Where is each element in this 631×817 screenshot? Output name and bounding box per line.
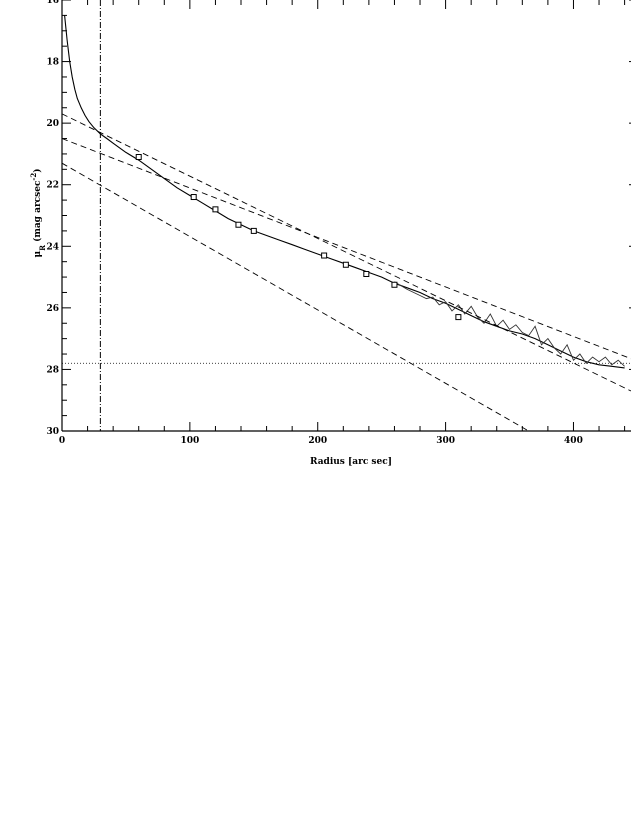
- data-marker: [212, 206, 219, 213]
- y-axis-label-sub: R: [38, 245, 47, 251]
- y-tick-label: 26: [46, 304, 59, 314]
- y-axis-label-main: μ: [33, 250, 43, 257]
- series-line-4: [61, 138, 631, 360]
- series-line-5: [61, 162, 529, 432]
- data-marker: [391, 281, 398, 288]
- ticks-group: 0 100 200 300 400 16 18 20 22 24 26 28 30: [46, 0, 631, 446]
- data-marker: [455, 314, 462, 321]
- x-tick-label: 100: [180, 436, 199, 446]
- x-tick-label: 300: [436, 436, 455, 446]
- y-tick-label: 16: [46, 0, 59, 6]
- reference-lines: [62, 0, 631, 431]
- series-line-2: [394, 281, 625, 367]
- data-marker: [135, 154, 142, 161]
- y-tick-label: 22: [46, 181, 59, 191]
- x-tick-label: 400: [564, 436, 583, 446]
- series-group: [61, 15, 631, 432]
- data-marker: [235, 221, 242, 228]
- data-marker: [342, 261, 349, 268]
- y-axis-label-rest: (mag arcsec: [32, 180, 43, 245]
- y-tick-label: 18: [46, 58, 59, 68]
- y-axis-label: μR (mag arcsec-2): [29, 169, 47, 258]
- axes: [61, 0, 631, 432]
- y-axis-label-close: ): [32, 169, 43, 173]
- data-marker: [321, 252, 328, 259]
- x-tick-label: 200: [308, 436, 327, 446]
- y-tick-label: 24: [46, 242, 59, 252]
- x-axis-label: Radius [arc sec]: [310, 457, 392, 467]
- data-marker: [190, 194, 197, 201]
- data-marker: [250, 227, 257, 234]
- y-tick-label: 30: [46, 427, 59, 437]
- x-tick-label: 0: [59, 436, 65, 446]
- y-tick-label: 20: [46, 119, 59, 129]
- series-line-3: [61, 113, 631, 392]
- y-tick-label: 28: [46, 365, 59, 375]
- data-marker: [363, 270, 370, 277]
- series-line-1: [64, 15, 625, 369]
- y-axis-label-sup: -2: [29, 173, 38, 181]
- markers-group: [135, 154, 462, 321]
